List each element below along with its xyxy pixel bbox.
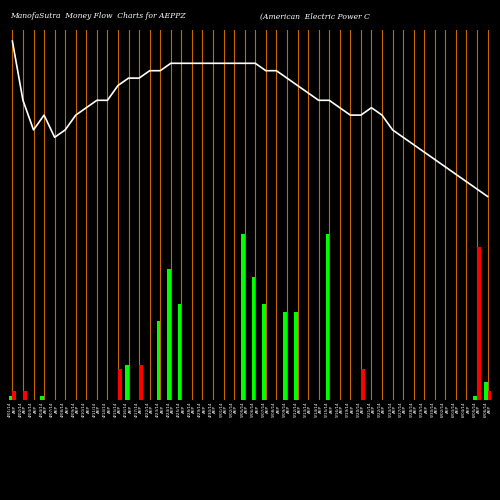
Bar <box>156 321 160 400</box>
Bar <box>8 396 12 400</box>
Bar <box>294 312 298 400</box>
Bar <box>488 391 492 400</box>
Bar <box>284 312 287 400</box>
Bar <box>23 391 26 400</box>
Bar <box>178 304 182 400</box>
Bar <box>361 370 364 400</box>
Text: (American  Electric Power C: (American Electric Power C <box>260 12 370 20</box>
Bar <box>262 304 266 400</box>
Text: ManofaSutra  Money Flow  Charts for AEPPZ: ManofaSutra Money Flow Charts for AEPPZ <box>10 12 186 20</box>
Bar <box>326 234 329 400</box>
Bar <box>125 365 128 400</box>
Bar <box>40 396 44 400</box>
Bar <box>139 365 143 400</box>
Bar <box>477 246 480 400</box>
Bar <box>484 382 488 400</box>
Bar <box>118 370 122 400</box>
Bar <box>12 391 16 400</box>
Bar <box>474 396 477 400</box>
Bar <box>252 278 256 400</box>
Bar <box>167 268 171 400</box>
Bar <box>241 234 244 400</box>
